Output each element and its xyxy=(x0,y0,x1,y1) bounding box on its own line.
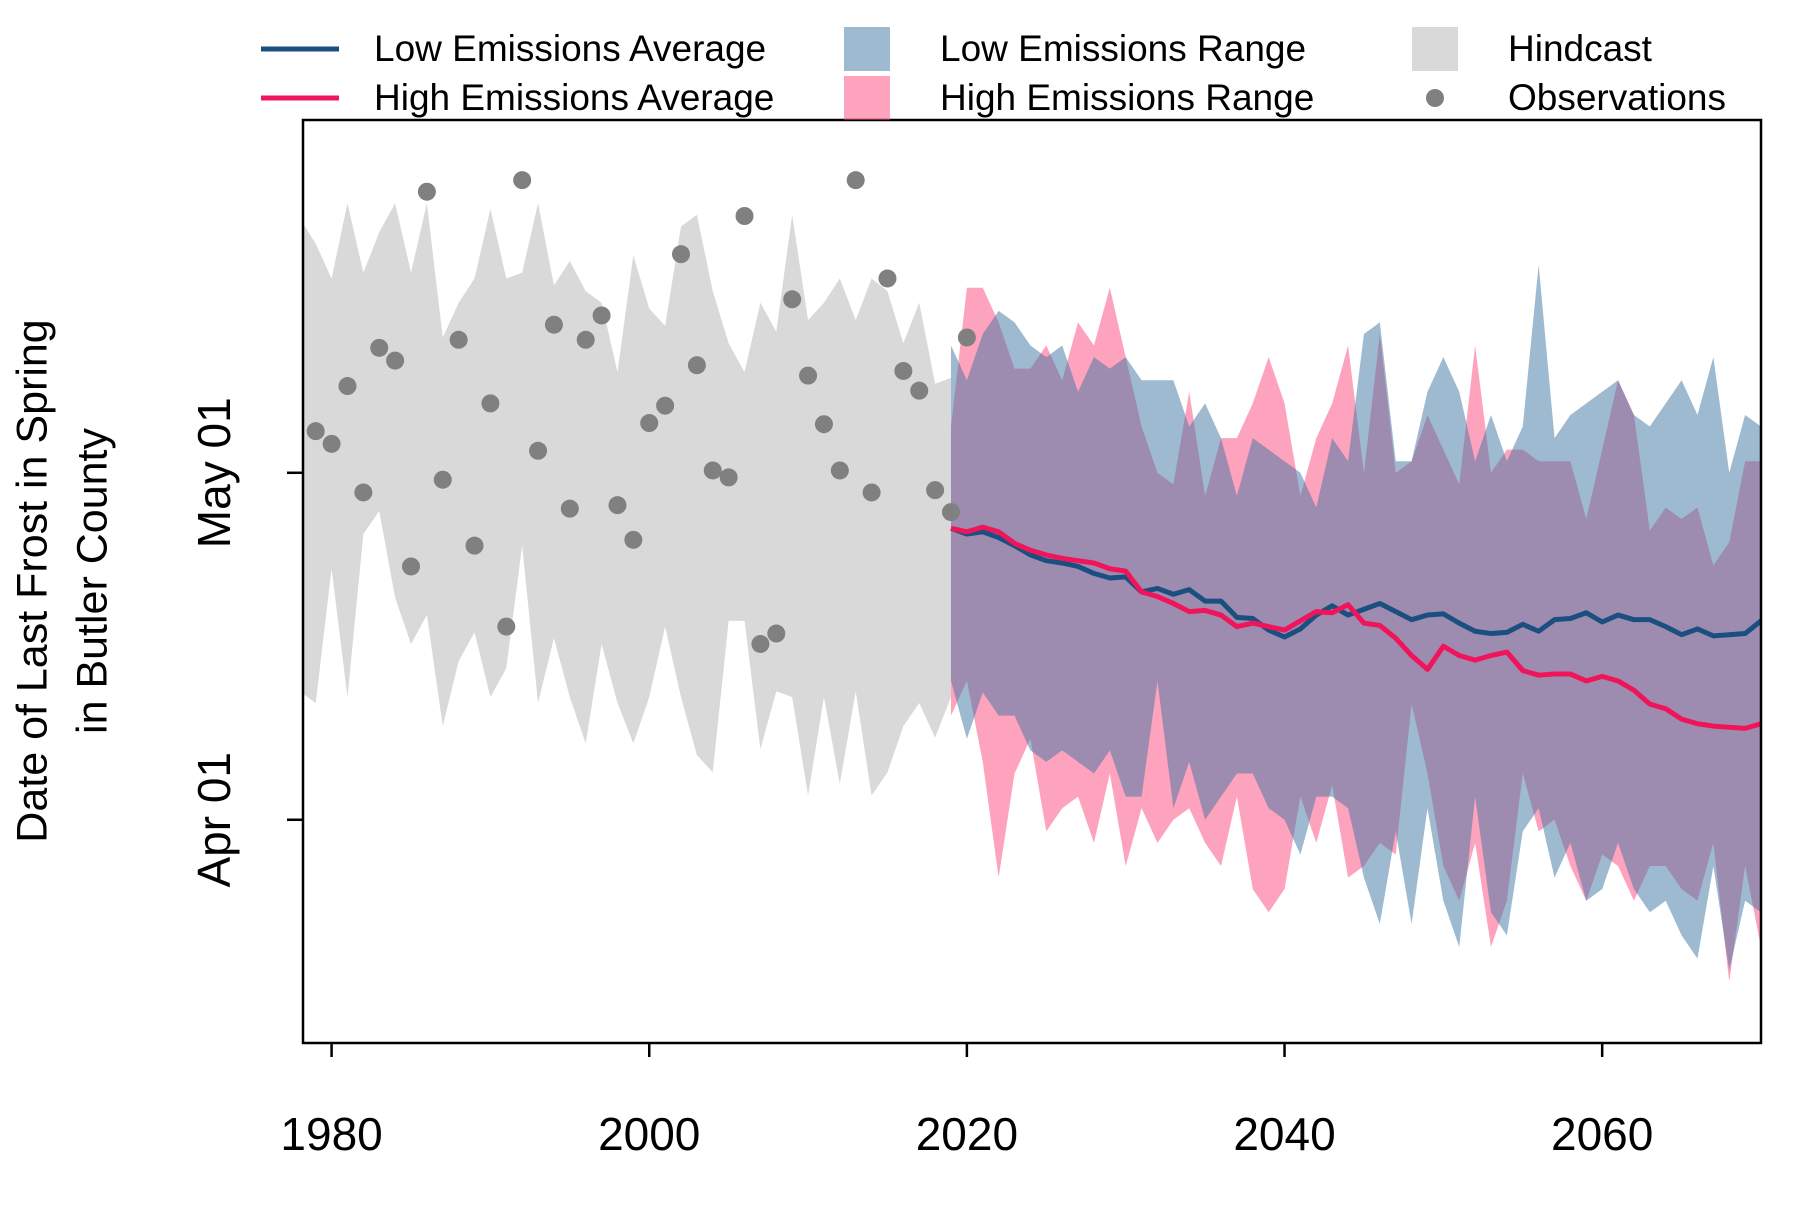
y-axis-label: in Butler County xyxy=(68,428,116,734)
observation-point xyxy=(576,330,595,349)
x-tick-label: 2000 xyxy=(598,1108,700,1160)
x-tick-label: 2020 xyxy=(916,1108,1018,1160)
observation-point xyxy=(719,468,738,487)
observation-point xyxy=(465,536,484,555)
observation-point xyxy=(767,624,786,643)
observation-point xyxy=(370,338,389,357)
observation-point xyxy=(624,530,643,549)
observation-point xyxy=(957,328,976,347)
legend-label: Hindcast xyxy=(1508,28,1653,69)
observation-point xyxy=(656,396,675,415)
observation-point xyxy=(735,207,754,226)
observation-point xyxy=(529,441,548,460)
observation-point xyxy=(402,557,420,576)
observation-point xyxy=(497,617,516,636)
observation-point xyxy=(608,496,627,515)
x-tick-label: 2040 xyxy=(1233,1108,1335,1160)
observation-point xyxy=(354,483,373,502)
observation-point xyxy=(878,269,897,288)
observation-point xyxy=(783,290,802,309)
observation-point xyxy=(513,171,532,190)
legend-swatch xyxy=(1412,27,1458,71)
observation-point xyxy=(799,366,818,385)
observation-point xyxy=(417,182,436,201)
y-axis-label: Date of Last Frost in Spring xyxy=(8,319,56,842)
observation-point xyxy=(560,499,579,518)
y-tick-label: Apr 01 xyxy=(188,752,240,888)
observation-point xyxy=(338,377,357,396)
legend-label: Low Emissions Range xyxy=(940,28,1306,69)
plot-area xyxy=(303,171,1761,982)
observation-point xyxy=(830,461,849,480)
observation-point xyxy=(322,434,341,453)
plot-frame xyxy=(301,118,1763,1045)
observation-point xyxy=(942,503,960,522)
legend-dot xyxy=(1426,89,1444,107)
observation-point xyxy=(481,394,500,413)
observation-point xyxy=(751,634,770,653)
observation-point xyxy=(592,306,611,325)
legend-label: High Emissions Average xyxy=(374,77,774,118)
y-tick-label: May 01 xyxy=(188,397,240,548)
observation-point xyxy=(640,414,659,433)
observation-point xyxy=(672,245,690,264)
legend-swatch xyxy=(844,27,890,71)
x-tick-label: 2060 xyxy=(1551,1108,1653,1160)
range-band xyxy=(303,203,951,796)
observation-point xyxy=(449,330,468,349)
legend-label: High Emissions Range xyxy=(940,77,1314,118)
observation-point xyxy=(544,315,563,334)
observation-point xyxy=(306,422,325,441)
observation-point xyxy=(862,483,881,502)
observation-point xyxy=(894,361,913,380)
observation-point xyxy=(703,461,722,480)
observation-point xyxy=(814,415,833,434)
observation-point xyxy=(433,470,452,489)
observation-point xyxy=(687,356,706,375)
observation-point xyxy=(926,481,945,500)
legend-swatch xyxy=(844,76,890,120)
observation-point xyxy=(910,381,929,400)
legend-label: Low Emissions Average xyxy=(374,28,766,69)
legend-label: Observations xyxy=(1508,77,1726,118)
average-line xyxy=(950,524,1761,731)
observation-point xyxy=(846,171,865,190)
observation-point xyxy=(386,351,405,370)
x-tick-label: 1980 xyxy=(280,1108,382,1160)
